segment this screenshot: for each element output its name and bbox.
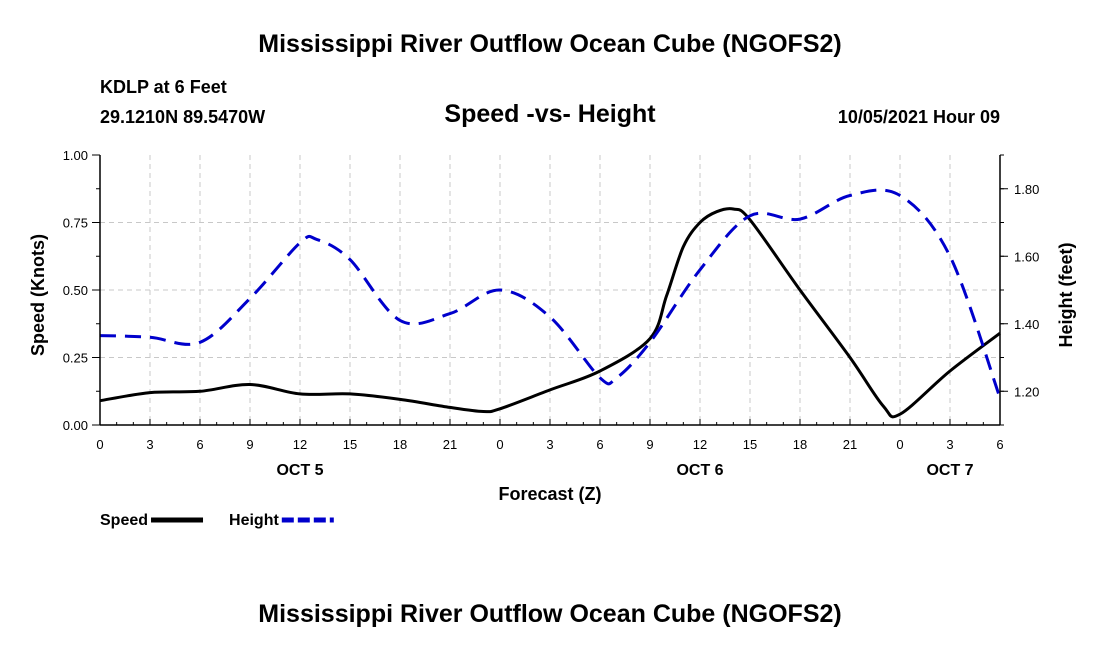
- coordinates-label: 29.1210N 89.5470W: [100, 107, 266, 127]
- series-line-speed: [99, 207, 1001, 419]
- y-right-tick-label: 1.80: [1014, 182, 1039, 197]
- y-left-axis-title: Speed (Knots): [28, 234, 48, 356]
- series-line-height: [99, 188, 1002, 399]
- x-tick-label: 15: [743, 437, 757, 452]
- x-tick-label: 3: [946, 437, 953, 452]
- x-tick-label: 9: [246, 437, 253, 452]
- legend: Speed Height: [100, 512, 334, 529]
- y-left-tick-label: 0.00: [63, 418, 88, 433]
- y-right-tick-label: 1.60: [1014, 249, 1039, 264]
- axes: [92, 154, 1008, 426]
- x-tick-label: 18: [393, 437, 407, 452]
- x-axis-title: Forecast (Z): [498, 484, 601, 504]
- y-right-tick-label: 1.20: [1014, 384, 1039, 399]
- day-label: OCT 7: [926, 462, 973, 479]
- x-tick-label: 0: [896, 437, 903, 452]
- x-tick-label: 21: [443, 437, 457, 452]
- chart-title-top: Mississippi River Outflow Ocean Cube (NG…: [258, 30, 842, 58]
- y-left-tick-label: 0.75: [63, 216, 88, 231]
- chart-title-bottom: Mississippi River Outflow Ocean Cube (NG…: [258, 600, 842, 628]
- y-left-tick-label: 0.50: [63, 283, 88, 298]
- day-label: OCT 6: [676, 462, 723, 479]
- y-right-tick-label: 1.40: [1014, 317, 1039, 332]
- legend-label-height: Height: [229, 512, 279, 529]
- grid: [100, 155, 1000, 425]
- x-tick-label: 3: [146, 437, 153, 452]
- x-tick-label: 15: [343, 437, 357, 452]
- station-label: KDLP at 6 Feet: [100, 77, 227, 97]
- x-tick-label: 0: [96, 437, 103, 452]
- x-tick-label: 6: [996, 437, 1003, 452]
- x-tick-label: 6: [196, 437, 203, 452]
- chart-subtitle: Speed -vs- Height: [444, 100, 656, 128]
- x-tick-label: 9: [646, 437, 653, 452]
- x-tick-label: 18: [793, 437, 807, 452]
- y-left-tick-label: 0.25: [63, 351, 88, 366]
- x-tick-label: 12: [293, 437, 307, 452]
- y-right-axis-title: Height (feet): [1056, 243, 1076, 348]
- x-tick-label: 6: [596, 437, 603, 452]
- axis-labels: 0 3 6 9 12 15 18 21 0 3 6 9 12 15 18 21 0 3 6 0.00 0.25 0.50 0…: [28, 148, 1076, 504]
- forecast-datetime: 10/05/2021 Hour 09: [837, 107, 1000, 127]
- x-tick-label: 21: [843, 437, 857, 452]
- legend-label-speed: Speed: [100, 512, 148, 529]
- x-tick-label: 12: [693, 437, 707, 452]
- series-layer: [99, 188, 1002, 419]
- x-tick-label: 0: [496, 437, 503, 452]
- y-left-tick-label: 1.00: [63, 148, 88, 163]
- day-label: OCT 5: [276, 462, 323, 479]
- x-tick-label: 3: [546, 437, 553, 452]
